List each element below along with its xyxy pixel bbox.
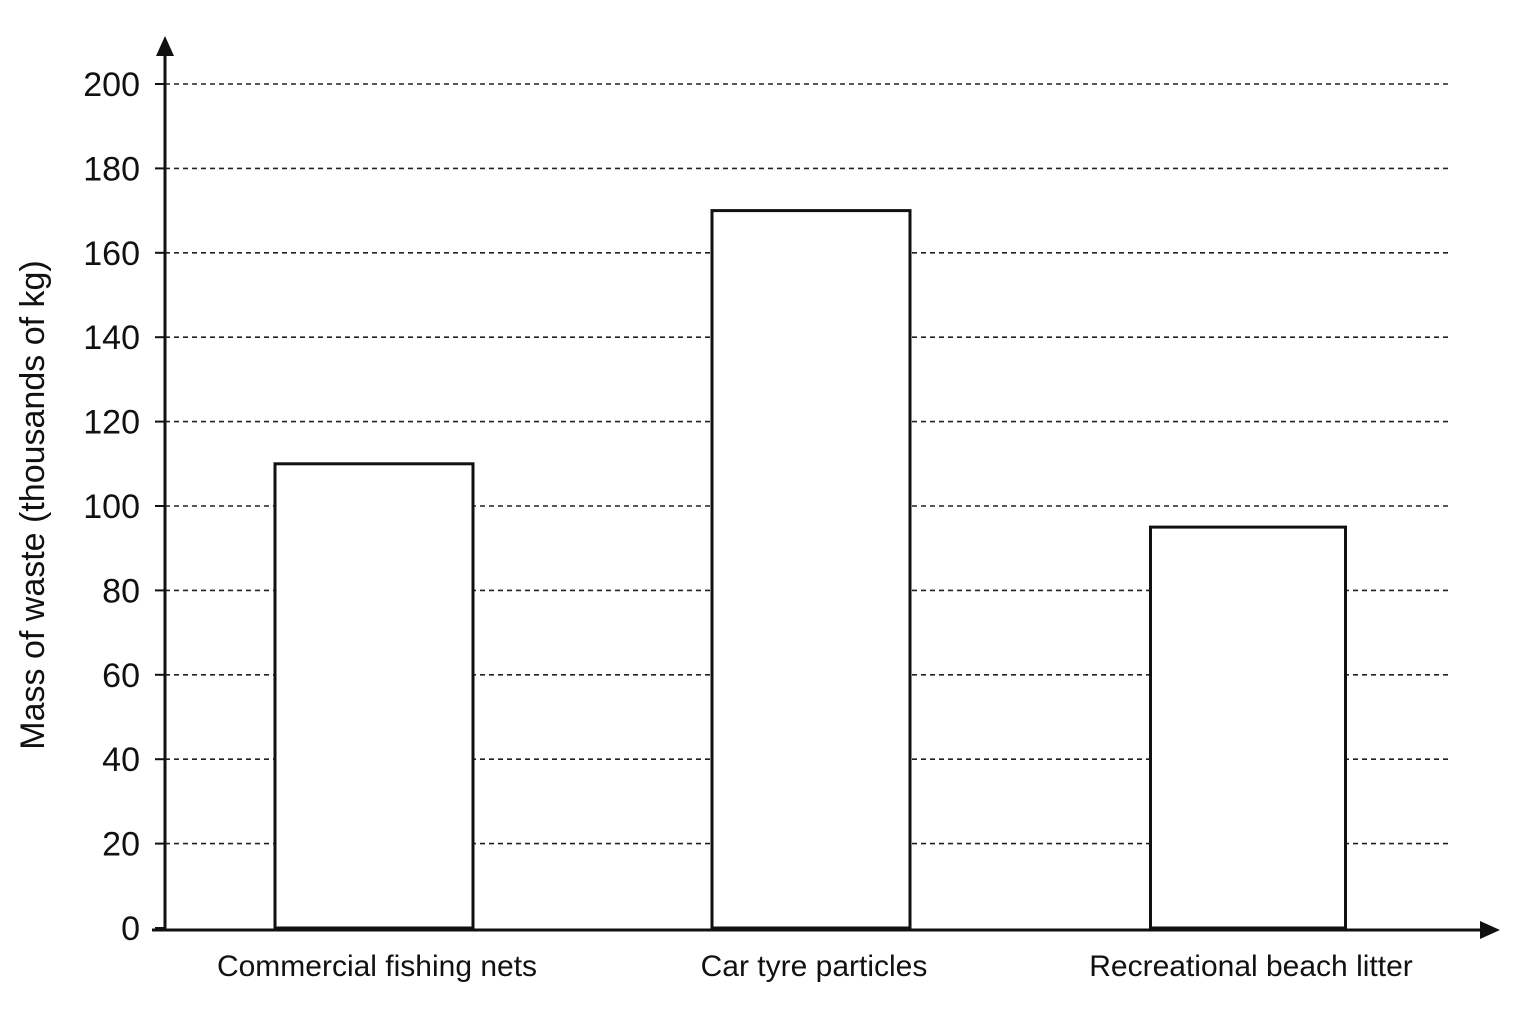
y-tick-label: 0 <box>121 910 140 948</box>
y-tick-label: 60 <box>102 657 140 695</box>
y-tick-label: 80 <box>102 572 140 610</box>
x-category-label: Recreational beach litter <box>1089 950 1413 983</box>
y-tick-label: 180 <box>83 150 140 188</box>
y-tick-label: 20 <box>102 826 140 864</box>
x-category-label: Commercial fishing nets <box>217 950 537 983</box>
y-axis-title: Mass of waste (thousands of kg) <box>14 260 52 749</box>
bar-3 <box>1149 525 1347 930</box>
bar-2 <box>710 209 912 930</box>
y-tick-labels: 0 20 40 60 80 100 120 140 160 180 200 <box>83 66 165 948</box>
axes <box>152 36 1500 939</box>
x-axis-arrowhead <box>1480 921 1500 939</box>
y-tick-label: 100 <box>83 488 140 526</box>
y-axis-arrowhead <box>156 36 174 56</box>
x-category-labels: Commercial fishing nets Car tyre particle… <box>217 950 1413 983</box>
bar-1 <box>273 462 475 930</box>
y-tick-label: 120 <box>83 404 140 442</box>
x-category-label: Car tyre particles <box>701 950 928 983</box>
y-tick-label: 40 <box>102 741 140 779</box>
bars <box>273 209 1347 930</box>
y-tick-label: 160 <box>83 235 140 273</box>
y-tick-label: 140 <box>83 319 140 357</box>
y-tick-label: 200 <box>83 66 140 104</box>
